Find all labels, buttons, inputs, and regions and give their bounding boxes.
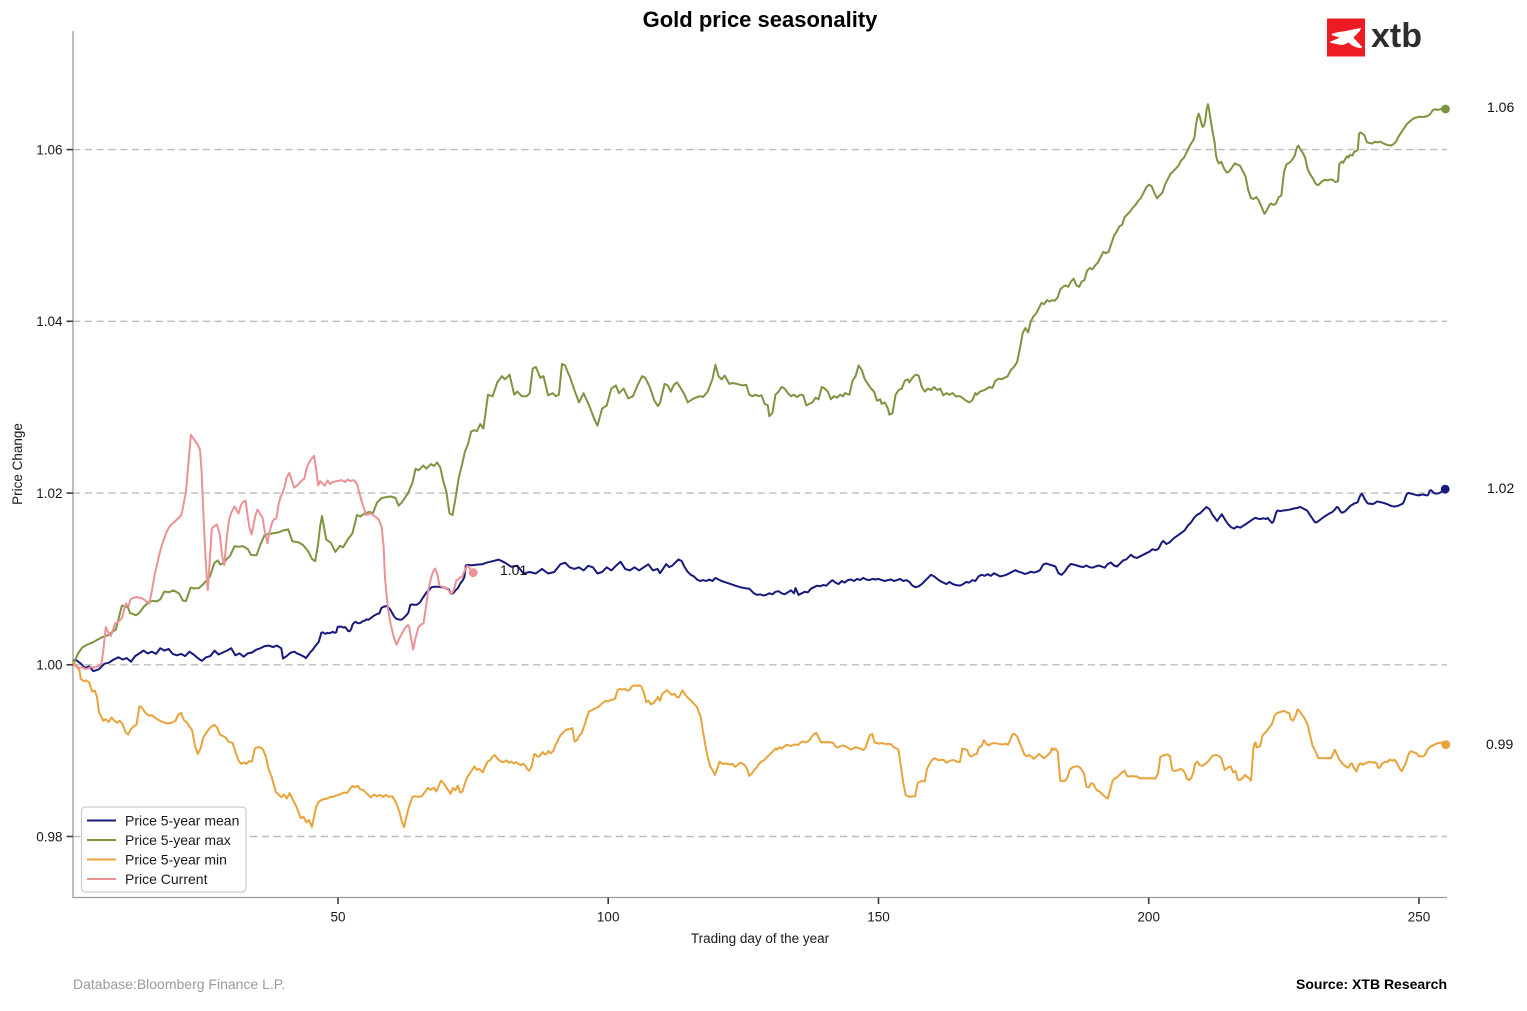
svg-text:xtb: xtb (1371, 17, 1422, 55)
svg-text:0.98: 0.98 (36, 829, 62, 844)
svg-text:Trading day of the year: Trading day of the year (691, 931, 830, 946)
svg-text:Price Change: Price Change (10, 423, 25, 505)
svg-text:250: 250 (1408, 910, 1431, 925)
svg-text:1.02: 1.02 (36, 486, 62, 501)
svg-text:1.04: 1.04 (36, 314, 63, 329)
svg-text:1.06: 1.06 (1487, 99, 1514, 115)
svg-text:Source: XTB Research: Source: XTB Research (1296, 976, 1447, 992)
svg-text:150: 150 (867, 910, 890, 925)
svg-text:50: 50 (330, 910, 345, 925)
svg-text:Price Current: Price Current (125, 871, 208, 887)
svg-text:1.02: 1.02 (1487, 480, 1514, 496)
svg-text:1.00: 1.00 (36, 658, 62, 673)
svg-text:Price 5-year max: Price 5-year max (125, 832, 231, 848)
svg-text:Price 5-year mean: Price 5-year mean (125, 812, 239, 828)
svg-text:0.99: 0.99 (1486, 736, 1513, 752)
svg-text:1.01: 1.01 (500, 562, 527, 578)
svg-text:200: 200 (1137, 910, 1160, 925)
svg-text:Gold price seasonality: Gold price seasonality (643, 7, 879, 32)
svg-text:100: 100 (597, 910, 620, 925)
svg-text:Price 5-year min: Price 5-year min (125, 851, 227, 867)
svg-text:Database:Bloomberg Finance L.P: Database:Bloomberg Finance L.P. (73, 976, 285, 992)
svg-text:1.06: 1.06 (36, 142, 62, 157)
